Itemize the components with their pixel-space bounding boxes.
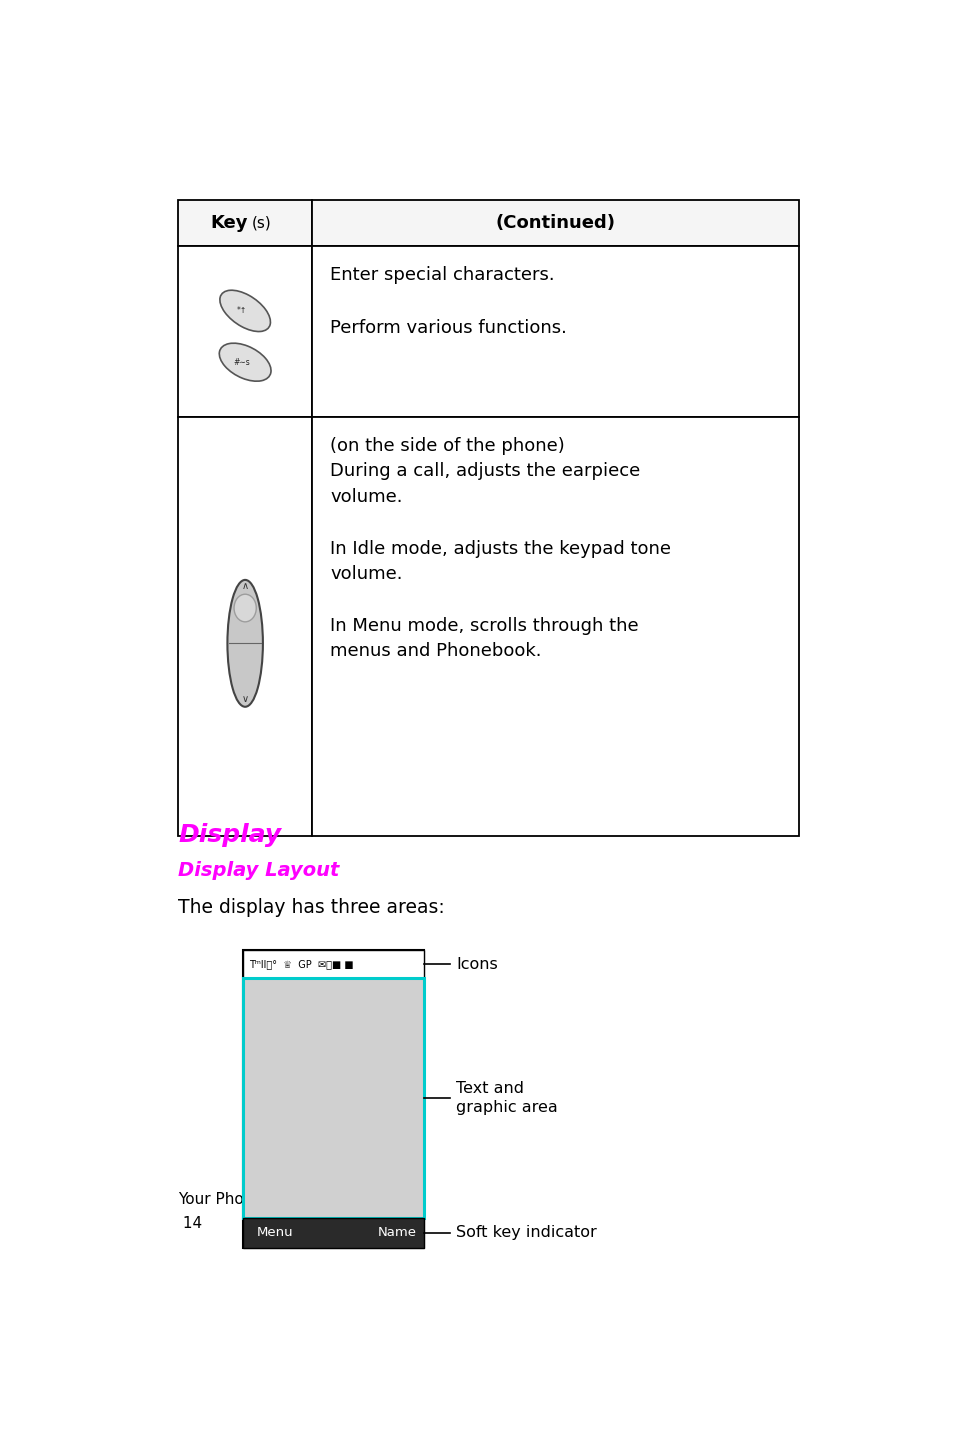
- Text: ∧: ∧: [241, 580, 249, 590]
- Text: Your Phone: Your Phone: [178, 1192, 263, 1207]
- Text: Soft key indicator: Soft key indicator: [456, 1225, 597, 1241]
- Bar: [178, 417, 312, 837]
- Text: *↑: *↑: [236, 307, 246, 315]
- Text: Enter special characters.

Perform various functions.: Enter special characters. Perform variou…: [330, 265, 567, 337]
- Ellipse shape: [219, 342, 271, 381]
- Text: #∼s: #∼s: [233, 358, 250, 367]
- Text: Display Layout: Display Layout: [178, 861, 339, 880]
- Text: Menu: Menu: [256, 1227, 293, 1240]
- Bar: [312, 246, 799, 417]
- Ellipse shape: [233, 595, 256, 622]
- Text: Tᵐllͦ°  ♕  GP  ✉⎙■ ■: Tᵐllͦ° ♕ GP ✉⎙■ ■: [249, 959, 354, 969]
- Text: Key: Key: [211, 214, 248, 232]
- Bar: [243, 979, 424, 1218]
- Text: The display has three areas:: The display has three areas:: [178, 897, 445, 917]
- Bar: [312, 417, 799, 837]
- Bar: [178, 246, 312, 417]
- Bar: [243, 1218, 424, 1248]
- Text: (Continued): (Continued): [496, 214, 615, 232]
- Bar: [312, 199, 799, 246]
- Text: (on the side of the phone)
During a call, adjusts the earpiece
volume.

In Idle : (on the side of the phone) During a call…: [330, 437, 671, 661]
- Ellipse shape: [227, 580, 263, 706]
- Text: Icons: Icons: [456, 956, 497, 972]
- Text: Display: Display: [178, 823, 281, 847]
- Text: 14: 14: [178, 1217, 202, 1231]
- Bar: [243, 950, 424, 979]
- Text: Text and
graphic area: Text and graphic area: [456, 1082, 558, 1115]
- Text: Name: Name: [377, 1227, 416, 1240]
- Text: ∨: ∨: [241, 694, 249, 704]
- Bar: [178, 199, 312, 246]
- Ellipse shape: [219, 291, 270, 331]
- Text: (s): (s): [251, 215, 271, 231]
- Bar: [243, 950, 424, 1248]
